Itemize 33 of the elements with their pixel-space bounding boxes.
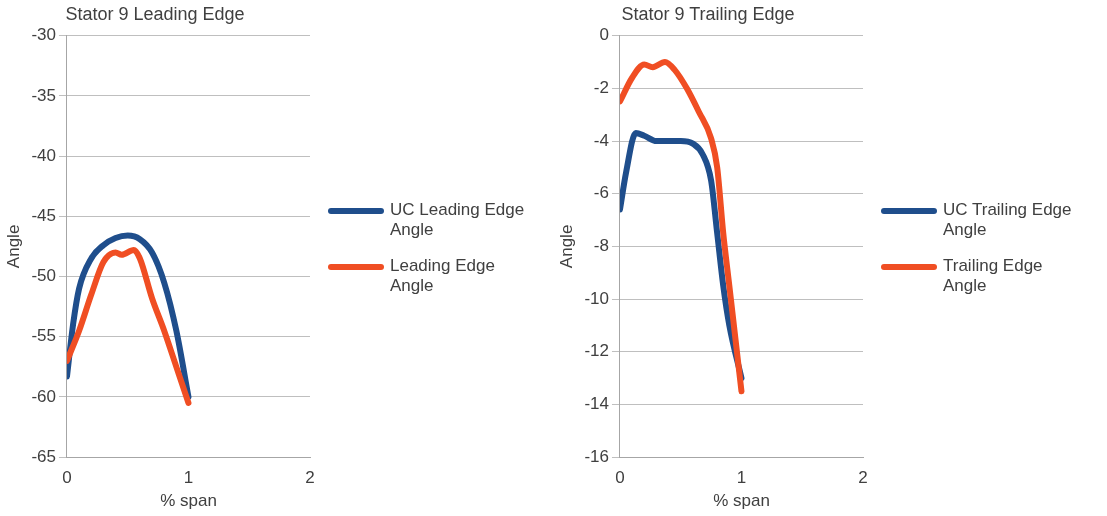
y-tick-label: 0 <box>599 25 609 45</box>
y-tick-label: -2 <box>593 77 609 97</box>
y-tick-label: -40 <box>31 145 56 165</box>
x-tick-label: 0 <box>62 468 72 488</box>
x-tick-label: 2 <box>305 468 315 488</box>
y-tick-label: -12 <box>584 341 609 361</box>
y-tick-label: -30 <box>31 25 56 45</box>
y-tick-label: -10 <box>584 288 609 308</box>
legend-label: UC Leading Edge Angle <box>390 200 526 240</box>
y-tick-label: -50 <box>31 266 56 286</box>
x-axis-title: % span <box>713 491 770 511</box>
x-tick-label: 1 <box>736 468 747 488</box>
y-tick-label: -45 <box>31 205 56 225</box>
y-axis-title: Angle <box>3 224 23 269</box>
legend-label: Leading Edge Angle <box>390 256 496 296</box>
chart-title: Stator 9 Leading Edge <box>65 3 245 24</box>
y-tick-label: -65 <box>31 446 56 466</box>
y-tick-label: -6 <box>593 183 609 203</box>
y-tick-label: -60 <box>31 386 56 406</box>
y-tick-label: -35 <box>31 85 56 105</box>
chart-title: Stator 9 Trailing Edge <box>621 3 795 24</box>
x-tick-label: 0 <box>615 468 625 488</box>
y-tick-label: -55 <box>31 326 56 346</box>
legend-label: Trailing Edge Angle <box>943 256 1044 296</box>
x-tick-label: 1 <box>183 468 194 488</box>
x-tick-label: 2 <box>858 468 868 488</box>
legend-label: UC Trailing Edge Angle <box>943 200 1073 240</box>
y-tick-label: -4 <box>593 130 609 150</box>
x-axis-title: % span <box>160 491 217 511</box>
y-axis-title: Angle <box>556 224 576 269</box>
y-tick-label: -8 <box>593 236 609 256</box>
y-tick-label: -14 <box>584 394 609 414</box>
y-tick-label: -16 <box>584 446 609 466</box>
